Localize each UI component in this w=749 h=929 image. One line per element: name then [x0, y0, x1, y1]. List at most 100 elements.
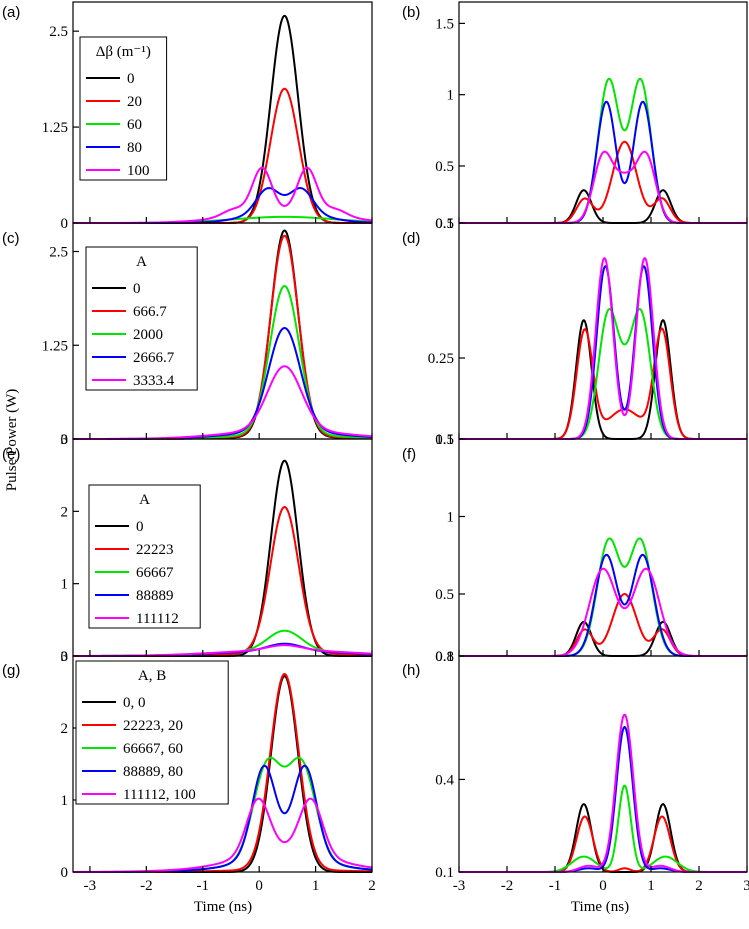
- panel-label: (h): [402, 662, 420, 679]
- panel-label: (d): [402, 230, 420, 247]
- x-tick-label: -3: [453, 878, 466, 894]
- y-tick-label: 0.1: [435, 432, 454, 448]
- x-tick-label: -2: [501, 878, 514, 894]
- y-tick-label: 0.5: [435, 159, 454, 175]
- series-line-88889-80: [458, 726, 748, 873]
- legend-label-22223: 22223: [136, 542, 174, 558]
- x-tick-label: 1: [647, 878, 655, 894]
- y-tick-label: 1: [447, 88, 455, 104]
- legend-label-0-0: 0, 0: [123, 695, 146, 711]
- x-tick-label: 3: [743, 878, 749, 894]
- panel-label: (f): [402, 446, 416, 463]
- legend-label-88889: 88889: [136, 588, 174, 604]
- legend-box: [79, 36, 168, 181]
- series-line-111112-100: [72, 797, 373, 873]
- legend: A 0 22223 66667 88889 111112: [88, 484, 201, 629]
- panel-label: (b): [402, 4, 420, 21]
- legend-label-0: 0: [133, 281, 141, 297]
- legend-label-66667: 66667: [136, 565, 174, 581]
- y-tick-label: 1.25: [42, 338, 68, 354]
- x-tick-label: 0: [255, 878, 263, 894]
- x-tick-label: 0: [599, 878, 607, 894]
- panel-label: (c): [2, 230, 20, 247]
- chart-panel: (g) 0 1 2 3 -3 -2 -1 0 1 2 A, B 0, 0 22223, 20 66667, …: [2, 649, 376, 894]
- legend-label-88889-80: 88889, 80: [123, 764, 183, 780]
- legend-title: A: [136, 254, 147, 270]
- y-tick-label: 0: [61, 649, 69, 665]
- y-tick-label: 0.5: [435, 216, 454, 232]
- y-tick-label: 1: [61, 793, 69, 809]
- legend-box: [85, 246, 198, 391]
- chart-panel: (f) 0.1 0.5 1 1.5: [402, 432, 748, 665]
- x-tick-label: -3: [84, 878, 97, 894]
- chart-panel: (e) 0 1 2 3 A 0 22223 66667 88889 111112: [2, 432, 373, 665]
- y-tick-label: 1.5: [435, 16, 454, 32]
- legend-label-100: 100: [127, 163, 150, 179]
- series-line-60: [458, 77, 748, 224]
- series-line-0: [458, 319, 748, 440]
- legend-title: Δβ (m⁻¹): [96, 44, 151, 60]
- y-tick-label: 2: [61, 504, 69, 520]
- legend-label-22223-20: 22223, 20: [123, 718, 183, 734]
- y-tick-label: 0.8: [435, 649, 454, 665]
- chart-panel: (a) 0 1.25 2.5 Δβ (m⁻¹) 0 20 60 80 100: [2, 1, 373, 232]
- legend-label-666-7: 666.7: [133, 304, 167, 320]
- y-tick-label: 1: [447, 510, 455, 526]
- x-tick-label: 2: [695, 878, 703, 894]
- series-line-22223: [458, 593, 748, 657]
- y-tick-label: 3: [61, 432, 69, 448]
- series-line-666-7: [458, 327, 748, 440]
- legend-label-0: 0: [136, 519, 144, 535]
- series-line-66667: [458, 537, 748, 657]
- x-tick-label: -1: [549, 878, 562, 894]
- legend-label-60: 60: [127, 117, 142, 133]
- series-line-111112-100: [458, 713, 748, 873]
- chart-panel: (h) 0.1 0.4 0.8 -3 -2 -1 0 1 2 3: [402, 649, 749, 894]
- legend-label-2000: 2000: [133, 327, 163, 343]
- y-tick-label: 1.25: [42, 120, 68, 136]
- series-line-2000: [458, 308, 748, 440]
- y-tick-label: 2.5: [49, 245, 68, 261]
- y-tick-label: 0: [61, 216, 69, 232]
- y-tick-label: 0.5: [435, 587, 454, 603]
- legend-box: [75, 660, 229, 805]
- legend-label-66667-60: 66667, 60: [123, 741, 183, 757]
- y-tick-label: 3: [61, 649, 69, 665]
- legend-title: A, B: [138, 668, 166, 684]
- y-axis-title: Pulse Power (W): [4, 389, 20, 491]
- y-tick-label: 0.4: [435, 772, 454, 788]
- y-tick-label: 1.5: [435, 432, 454, 448]
- plot-frame: [72, 655, 373, 873]
- y-tick-label: 0.1: [435, 649, 454, 665]
- x-tick-label: 1: [312, 878, 320, 894]
- legend-box: [88, 484, 201, 629]
- series-line-100: [458, 150, 748, 224]
- legend: A 0 666.7 2000 2666.7 3333.4: [85, 246, 198, 391]
- legend-label-80: 80: [127, 140, 142, 156]
- y-tick-label: 0.1: [435, 216, 454, 232]
- y-tick-label: 0.1: [435, 865, 454, 881]
- chart-panel: (c) 0 1.25 2.5 A 0 666.7 2000 2666.7 3333.4: [2, 222, 373, 448]
- y-tick-label: 0: [61, 865, 69, 881]
- x-axis-title-left: Time (ns): [194, 899, 252, 915]
- legend-label-2666-7: 2666.7: [133, 350, 175, 366]
- y-tick-label: 2: [61, 721, 69, 737]
- plot-frame: [458, 438, 748, 657]
- series-line-3333-4: [458, 257, 748, 440]
- legend-label-111112-100: 111112, 100: [123, 787, 196, 803]
- panels: (a)01.252.5Δβ (m⁻¹)0206080100(b)0.10.511…: [2, 1, 749, 894]
- legend-label-111112: 111112: [136, 611, 179, 627]
- legend-label-20: 20: [127, 94, 142, 110]
- y-tick-label: 1: [61, 577, 69, 593]
- y-tick-label: 2.5: [49, 24, 68, 40]
- x-tick-label: -2: [140, 878, 153, 894]
- y-tick-label: 0: [61, 432, 69, 448]
- panel-label: (e): [2, 446, 20, 463]
- legend-label-3333-4: 3333.4: [133, 373, 175, 389]
- plot-frame: [458, 655, 748, 873]
- legend-label-0: 0: [127, 71, 135, 87]
- legend: Δβ (m⁻¹) 0 20 60 80 100: [79, 36, 168, 181]
- series-line-2666-7: [458, 265, 748, 440]
- panel-label: (a): [2, 4, 20, 21]
